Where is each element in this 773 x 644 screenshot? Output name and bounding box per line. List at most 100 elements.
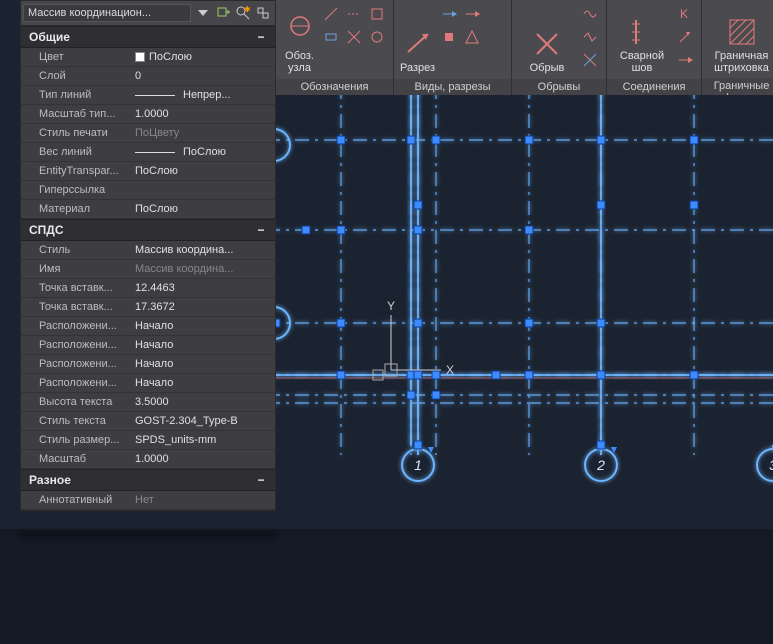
property-row: Слой0 [21, 67, 275, 86]
node-designation-button[interactable]: Обоз. узла [282, 4, 317, 74]
property-value[interactable]: Нет [131, 494, 275, 506]
small-icon[interactable] [367, 4, 387, 24]
property-key: Расположени... [21, 358, 131, 370]
property-key: Вес линий [21, 146, 131, 158]
weld-icon [626, 16, 658, 48]
property-value[interactable]: ПоСлою [131, 51, 275, 63]
small-icon[interactable] [485, 4, 505, 24]
collapse-icon[interactable]: − [255, 473, 267, 487]
property-key: Стиль [21, 244, 131, 256]
ribbon-toolbar: Обоз. узла Обозначения Разрез [276, 0, 773, 95]
section-header[interactable]: СПДС − [21, 219, 275, 241]
section-label: Разрез [400, 62, 435, 74]
section-arrow-icon [402, 28, 434, 60]
line-preview [135, 152, 175, 153]
property-value[interactable]: GOST-2.304_Type-B [131, 415, 275, 427]
small-icon[interactable]: K [675, 4, 695, 24]
property-row: СтильМассив координа... [21, 241, 275, 260]
small-icon[interactable] [344, 4, 364, 24]
color-swatch [135, 52, 145, 62]
dropdown-icon[interactable] [193, 3, 213, 23]
section-button[interactable]: Разрез [400, 4, 435, 74]
property-value[interactable]: Начало [131, 320, 275, 332]
designations-small-buttons [321, 4, 387, 47]
small-icon[interactable] [675, 27, 695, 47]
property-value[interactable]: 17.3672 [131, 301, 275, 313]
property-key: Слой [21, 70, 131, 82]
weld-button[interactable]: Сварной шов [613, 4, 671, 74]
property-value[interactable]: 0 [131, 70, 275, 82]
property-key: Аннотативный [21, 494, 131, 506]
property-value[interactable]: ПоСлою [131, 203, 275, 215]
property-value[interactable]: 1.0000 [131, 108, 275, 120]
ribbon-group-boundary: Граничная штриховка Граничные формы [702, 0, 773, 95]
add-selection-icon[interactable] [213, 3, 233, 23]
small-icon[interactable] [321, 4, 341, 24]
property-value[interactable]: Начало [131, 377, 275, 389]
property-value[interactable]: ПоСлою [131, 146, 275, 158]
svg-text:1: 1 [414, 457, 422, 473]
small-icon[interactable] [580, 4, 600, 24]
property-row: Точка вставк...12.4463 [21, 279, 275, 298]
break-button[interactable]: Обрыв [518, 4, 576, 74]
property-value[interactable]: Массив координа... [131, 244, 275, 256]
property-value[interactable]: ПоЦвету [131, 127, 275, 139]
small-icon[interactable] [321, 27, 341, 47]
break-x-icon [531, 28, 563, 60]
property-row: ИмяМассив координа... [21, 260, 275, 279]
section-title: СПДС [29, 223, 64, 237]
object-selector-dropdown[interactable]: Массив координацион... [23, 4, 191, 22]
small-icon[interactable] [462, 27, 482, 47]
property-row: ЦветПоСлою [21, 48, 275, 67]
property-row: Высота текста3.5000 [21, 393, 275, 412]
property-row: Расположени...Начало [21, 355, 275, 374]
small-icon[interactable] [462, 4, 482, 24]
small-icon[interactable] [439, 4, 459, 24]
property-value[interactable]: ПоСлою [131, 165, 275, 177]
property-row: МатериалПоСлою [21, 200, 275, 219]
property-key: Расположени... [21, 377, 131, 389]
boundary-hatch-button[interactable]: Граничная штриховка [708, 4, 773, 74]
property-value[interactable]: Начало [131, 339, 275, 351]
ribbon-group-label: Соединения [607, 79, 701, 95]
property-key: Имя [21, 263, 131, 275]
property-value[interactable]: 1.0000 [131, 453, 275, 465]
section-header[interactable]: Общие− [21, 26, 275, 48]
property-key: Стиль размер... [21, 434, 131, 446]
property-key: Стиль текста [21, 415, 131, 427]
pick-icon[interactable] [253, 3, 273, 23]
property-value[interactable]: 3.5000 [131, 396, 275, 408]
small-icon[interactable] [485, 27, 505, 47]
collapse-icon[interactable]: − [255, 30, 267, 44]
property-value[interactable]: SPDS_units-mm [131, 434, 275, 446]
property-value[interactable]: Массив координа... [131, 263, 275, 275]
small-icon[interactable] [580, 50, 600, 70]
property-value[interactable]: 12.4463 [131, 282, 275, 294]
property-row: Расположени...Начало [21, 374, 275, 393]
svg-text:Y: Y [387, 299, 395, 313]
small-icon[interactable] [344, 27, 364, 47]
property-value[interactable]: Начало [131, 358, 275, 370]
section-title: Разное [29, 473, 71, 487]
ribbon-group-breaks: Обрыв Обрывы [512, 0, 607, 95]
small-icon[interactable] [439, 27, 459, 47]
property-row: Гиперссылка [21, 181, 275, 200]
property-value[interactable]: Непрер... [131, 89, 275, 101]
small-icon[interactable] [367, 27, 387, 47]
joints-small-buttons: K [675, 4, 695, 70]
svg-text:3: 3 [769, 457, 773, 473]
circle-half-icon [284, 16, 316, 48]
quick-select-icon[interactable]: ✱ [233, 3, 253, 23]
property-row: Расположени...Начало [21, 336, 275, 355]
svg-text:K: K [680, 7, 688, 21]
line-preview [135, 95, 175, 96]
property-key: Точка вставк... [21, 301, 131, 313]
property-row: Расположени...Начало [21, 317, 275, 336]
section-header[interactable]: Разное − [21, 469, 275, 491]
property-row: АннотативныйНет [21, 491, 275, 510]
small-icon[interactable] [580, 27, 600, 47]
collapse-icon[interactable]: − [255, 223, 267, 237]
ribbon-group-designations: Обоз. узла Обозначения [276, 0, 394, 95]
property-row: Точка вставк...17.3672 [21, 298, 275, 317]
small-icon[interactable] [675, 50, 695, 70]
